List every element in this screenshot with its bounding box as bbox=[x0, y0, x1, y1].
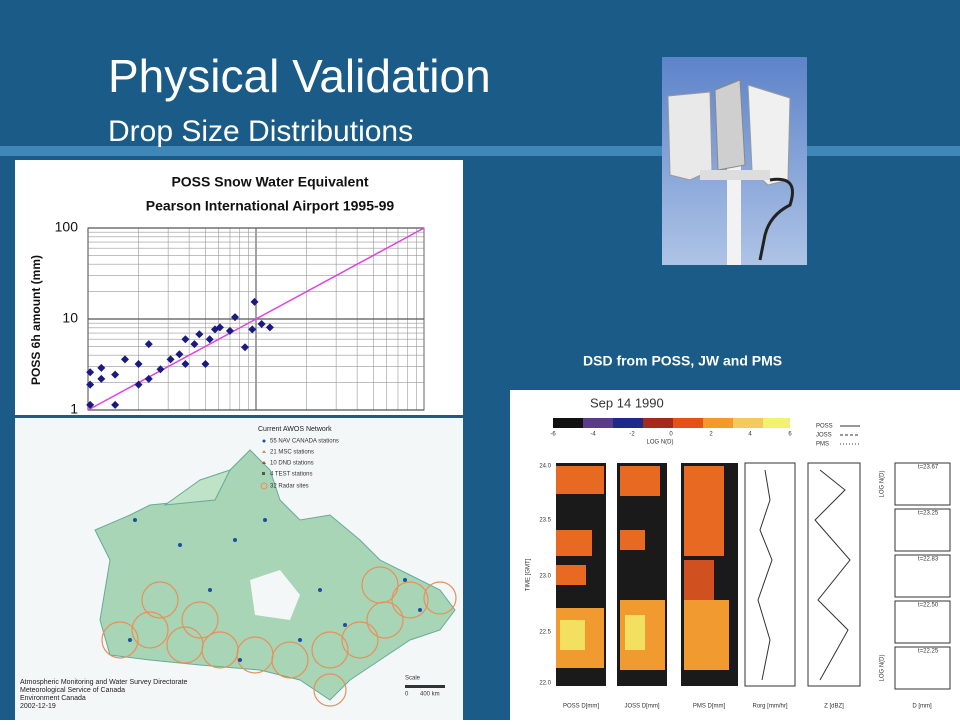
figure-caption: DSD from POSS, JW and PMS bbox=[583, 353, 782, 369]
data-point bbox=[181, 360, 190, 369]
profile-time: t=23.67 bbox=[918, 465, 939, 471]
map-scale: Scale bbox=[405, 676, 421, 682]
scatter-plot: 1 10 100 bbox=[55, 219, 425, 417]
time-tick: 23.0 bbox=[539, 574, 551, 580]
map-scale-tick: 400 km bbox=[420, 692, 440, 698]
colorbar-tick: 6 bbox=[788, 432, 792, 438]
profile-y-label: LOG N(D) bbox=[880, 654, 886, 681]
data-point bbox=[225, 326, 234, 335]
map-credit: Atmospheric Monitoring and Water Survey … bbox=[20, 679, 188, 686]
data-point bbox=[111, 400, 120, 409]
data-point bbox=[190, 340, 199, 349]
data-point bbox=[97, 363, 106, 372]
dsd-legend: PMS bbox=[816, 442, 829, 448]
data-point bbox=[240, 343, 249, 352]
map-scale-tick: 0 bbox=[405, 692, 409, 698]
data-point bbox=[134, 380, 143, 389]
map-legend-item: 55 NAV CANADA stations bbox=[270, 439, 339, 445]
dsd-figure: Sep 14 1990 -6 -4 -2 0 2 4 6 LOG N(D) PO… bbox=[510, 390, 960, 720]
data-point bbox=[250, 297, 259, 306]
profile-time: t=22.83 bbox=[918, 557, 939, 563]
data-point bbox=[175, 350, 184, 359]
data-point bbox=[86, 380, 95, 389]
data-point bbox=[86, 400, 95, 409]
map-legend-item: 32 Radar sites bbox=[270, 484, 309, 490]
data-point bbox=[120, 355, 129, 364]
data-point bbox=[231, 313, 240, 322]
colorbar-tick: -6 bbox=[550, 432, 556, 438]
data-point bbox=[134, 360, 143, 369]
instrument-photo bbox=[662, 57, 807, 265]
data-point bbox=[156, 365, 165, 374]
dsd-legend: JOSS bbox=[816, 433, 832, 439]
data-point bbox=[97, 374, 106, 383]
map-credit: Environment Canada bbox=[20, 695, 86, 702]
time-tick: 22.0 bbox=[539, 681, 551, 687]
map-credit: 2002-12-19 bbox=[20, 703, 56, 710]
y-tick-label: 1 bbox=[70, 401, 78, 417]
data-point bbox=[166, 355, 175, 364]
reference-line bbox=[87, 227, 425, 411]
data-point bbox=[86, 368, 95, 377]
time-tick: 24.0 bbox=[539, 464, 551, 470]
colorbar-tick: 4 bbox=[748, 432, 752, 438]
profile-time: t=23.25 bbox=[918, 511, 939, 517]
data-point bbox=[248, 325, 257, 334]
panel-label: PMS D[mm] bbox=[693, 704, 726, 710]
data-point bbox=[257, 320, 266, 329]
profile-time: t=22.50 bbox=[918, 603, 939, 609]
data-point bbox=[265, 323, 274, 332]
time-axis-label: TIME [GMT] bbox=[526, 558, 532, 591]
colorbar-label: LOG N(D) bbox=[647, 440, 674, 446]
data-point bbox=[144, 374, 153, 383]
dsd-date: Sep 14 1990 bbox=[590, 395, 664, 410]
profile-time: t=22.25 bbox=[918, 649, 939, 655]
data-point bbox=[111, 370, 120, 379]
panel-label: JOSS D[mm] bbox=[624, 704, 659, 710]
map-credit: Meteorological Service of Canada bbox=[20, 687, 125, 694]
y-axis-label: POSS 6h amount (mm) bbox=[29, 255, 43, 385]
panel-label: Z [dBZ] bbox=[824, 704, 844, 710]
chart-title: POSS Snow Water Equivalent bbox=[171, 174, 368, 190]
y-tick-label: 10 bbox=[62, 310, 78, 326]
time-tick: 23.5 bbox=[539, 518, 551, 524]
data-point bbox=[205, 335, 214, 344]
colorbar-tick: 0 bbox=[669, 432, 673, 438]
data-point bbox=[144, 340, 153, 349]
chart-title: Pearson International Airport 1995-99 bbox=[146, 198, 395, 214]
slide-title: Physical Validation bbox=[108, 50, 491, 102]
colorbar-tick: 2 bbox=[709, 432, 713, 438]
data-point bbox=[215, 323, 224, 332]
panel-label: POSS D[mm] bbox=[563, 704, 599, 710]
map-legend-item: 4 TEST stations bbox=[270, 472, 312, 478]
map-panel: Current AWOS Network 55 NAV CANADA stati… bbox=[15, 418, 463, 720]
panel-label: D [mm] bbox=[912, 704, 932, 710]
map-legend-item: 21 MSC stations bbox=[270, 450, 314, 456]
map-legend-title: Current AWOS Network bbox=[258, 426, 332, 433]
slide-subtitle: Drop Size Distributions bbox=[108, 115, 413, 148]
profile-y-label: LOG N(D) bbox=[880, 470, 886, 497]
y-tick-label: 100 bbox=[55, 219, 79, 235]
time-tick: 22.5 bbox=[539, 630, 551, 636]
data-point bbox=[181, 335, 190, 344]
map-legend-item: 10 DND stations bbox=[270, 461, 314, 467]
data-point bbox=[195, 330, 204, 339]
colorbar-tick: -2 bbox=[629, 432, 635, 438]
title-band bbox=[0, 146, 960, 156]
panel-label: Rorg [mm/hr] bbox=[752, 704, 787, 710]
dsd-legend: POSS bbox=[816, 424, 833, 430]
data-point bbox=[201, 360, 210, 369]
colorbar-tick: -4 bbox=[590, 432, 596, 438]
